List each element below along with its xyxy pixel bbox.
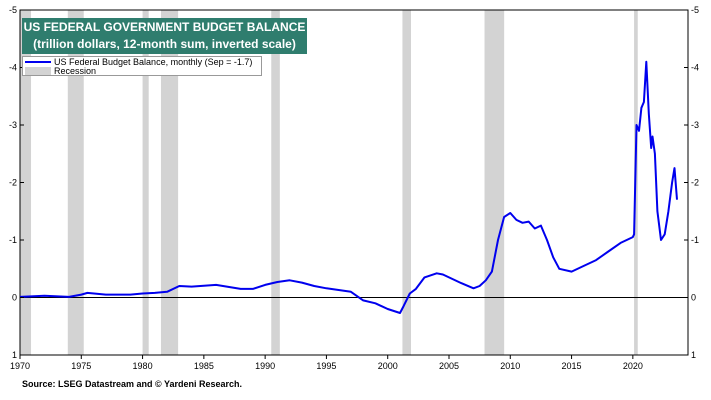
x-axis: 1970 1975 1980 1985 1990 1995 2000 2005 2010 2015… [10,355,643,371]
x-tick-label: 2020 [623,361,643,371]
y-axis-right: -5 -4 -3 -2 -1 0 1 [684,5,699,360]
y-tick-label-right: -1 [691,235,699,245]
y-tick-label-right: -5 [691,5,699,15]
y-tick-label-left: 1 [12,350,17,360]
y-tick-label-left: -2 [9,178,17,188]
x-tick-label: 1985 [194,361,214,371]
recession-band [484,10,505,355]
chart-title-box: US FEDERAL GOVERNMENT BUDGET BALANCE (tr… [22,18,307,54]
legend-item-recession: Recession [25,65,261,76]
y-tick-label-right: 1 [691,350,696,360]
x-tick-label: 2000 [378,361,398,371]
x-tick-label: 1990 [255,361,275,371]
recession-band [20,10,32,355]
legend: US Federal Budget Balance, monthly (Sep … [22,56,262,76]
x-tick-label: 1975 [71,361,91,371]
y-tick-label-right: 0 [691,293,696,303]
y-tick-label-left: -1 [9,235,17,245]
legend-recession-label: Recession [54,65,97,76]
recession-band [271,10,280,355]
legend-item-series: US Federal Budget Balance, monthly (Sep … [25,56,261,67]
y-tick-label-right: -4 [691,63,699,73]
y-tick-label-left: -3 [9,120,17,130]
recession-bands [20,10,638,355]
chart-subtitle: (trillion dollars, 12-month sum, inverte… [33,37,296,51]
x-tick-label: 2015 [562,361,582,371]
recession-band [160,10,179,355]
y-tick-label-right: -2 [691,178,699,188]
y-tick-label-right: -3 [691,120,699,130]
recession-band [142,10,149,355]
y-tick-label-left: -5 [9,5,17,15]
recession-band [67,10,84,355]
y-axis-left: -5 -4 -3 -2 -1 0 1 [9,5,24,360]
x-tick-label: 2010 [500,361,520,371]
x-tick-label: 2005 [439,361,459,371]
series-group [19,60,678,314]
source-note: Source: LSEG Datastream and © Yardeni Re… [22,379,243,389]
legend-series-label: US Federal Budget Balance, monthly (Sep … [54,56,253,67]
chart-title: US FEDERAL GOVERNMENT BUDGET BALANCE [23,20,306,34]
legend-series-swatch [25,60,51,63]
recession-band [402,10,411,355]
x-tick-label: 1995 [316,361,336,371]
y-tick-label-left: -4 [9,63,17,73]
x-tick-label: 1970 [10,361,30,371]
legend-recession-swatch [25,66,51,75]
y-tick-label-left: 0 [12,293,17,303]
x-tick-label: 1980 [133,361,153,371]
series-line [19,60,678,314]
